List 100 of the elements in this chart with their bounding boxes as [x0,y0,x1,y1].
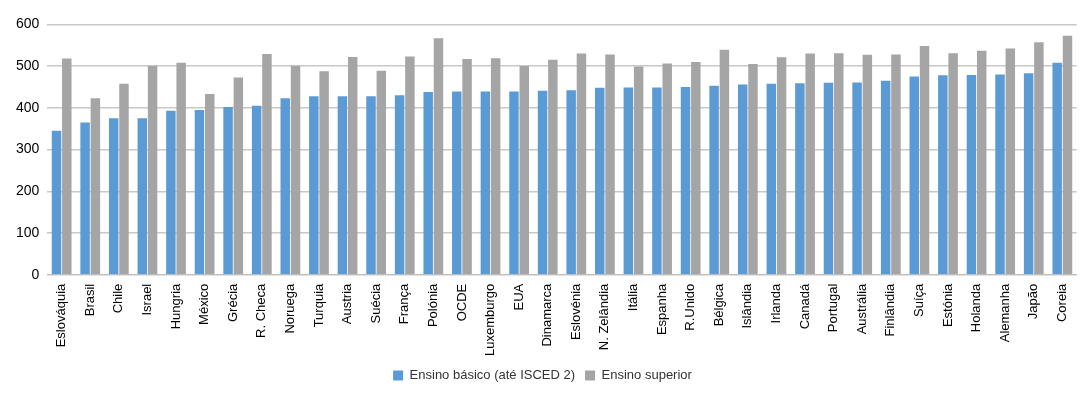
bar [605,54,615,274]
bar [1062,35,1073,274]
bar [633,66,644,274]
bar [223,107,233,274]
x-tick-label: Irlanda [768,282,784,324]
x-tick-label: Luxemburgo [482,283,498,357]
bar [938,75,948,274]
bar [290,66,301,274]
y-tick-label: 500 [16,56,40,73]
x-tick-label: Polónia [424,282,440,328]
bar [233,77,244,274]
bar [880,80,891,274]
x-tick-label: Holanda [968,282,984,333]
bar [347,56,358,274]
bar [737,84,748,274]
bar [662,63,672,274]
bar [205,94,215,274]
bar [119,83,129,274]
x-tick-label: México [196,283,212,325]
x-tick-label: Austria [339,282,355,325]
bar [251,105,262,274]
bar [337,96,348,274]
bar [80,122,90,274]
bar [966,74,977,274]
x-tick-label: Canadá [796,282,812,330]
bar [691,61,701,274]
bar [823,82,834,274]
x-tick-label: Eslovénia [567,282,583,341]
bar [62,58,72,274]
x-tick-label: Eslováquia [53,282,69,348]
bar [433,38,444,274]
x-tick-label: Israel [139,283,155,316]
bar [995,74,1005,274]
bar [262,54,272,274]
bar [176,62,186,274]
bar [280,98,290,274]
x-tick-label: Japão [1025,283,1041,320]
x-tick-label: Itália [625,282,641,312]
x-tick-label: Dinamarca [539,282,555,347]
bar [976,50,987,274]
bar [805,53,815,274]
bar [194,109,205,274]
bar [490,58,501,274]
x-tick-label: Espanha [653,282,669,336]
bar [891,54,901,274]
x-tick-label: Suécia [367,282,383,324]
bar [652,87,662,274]
y-tick-label: 600 [16,15,40,32]
bar [719,49,730,274]
x-tick-label: EUA [510,283,526,311]
bar [766,83,777,274]
bar [519,66,529,274]
bar [452,91,462,274]
y-tick-label: 400 [16,98,40,115]
x-tick-label: Suíça [910,282,926,317]
bar [309,96,319,274]
bar [795,83,805,274]
bar [680,86,691,274]
x-tick-label: Chile [110,283,126,314]
bar [1023,73,1034,274]
bar [1052,62,1062,274]
bar [852,82,862,274]
x-tick-label: OCDE [453,283,469,322]
bar [90,98,101,274]
bar [919,46,930,274]
x-tick-label: Alemanha [996,282,1012,343]
x-tick-label: Bélgica [710,282,726,327]
bar [509,91,519,274]
bar [480,91,491,274]
x-tick-label: Estónia [939,282,955,328]
x-tick-label: Finlândia [882,282,898,337]
legend-label: Ensino superior [601,367,693,383]
bar [137,118,148,274]
bar [748,64,758,274]
x-tick-label: R.Unido [682,283,698,331]
x-tick-label: Austrália [853,282,869,335]
bar [51,130,62,274]
bar [576,53,587,274]
bar [394,95,405,274]
x-tick-label: Brasil [81,283,97,317]
y-tick-label: 200 [16,182,40,199]
bar [537,90,548,274]
bar [776,57,787,274]
bar [709,85,719,274]
y-tick-label: 0 [31,265,40,282]
x-tick-label: Hungria [167,282,183,330]
y-tick-label: 100 [16,223,40,240]
x-tick-label: Grécia [224,282,240,323]
bar [147,66,158,274]
bar [948,53,958,274]
bar [1005,48,1016,274]
x-tick-label: Portugal [825,283,841,333]
x-tick-label: Noruega [281,282,297,334]
bar [623,87,634,274]
bar [166,110,176,274]
bar [366,96,376,274]
bar [862,54,873,274]
bar [108,118,119,274]
x-tick-label: N. Zelândia [596,282,612,351]
bar [462,59,472,274]
